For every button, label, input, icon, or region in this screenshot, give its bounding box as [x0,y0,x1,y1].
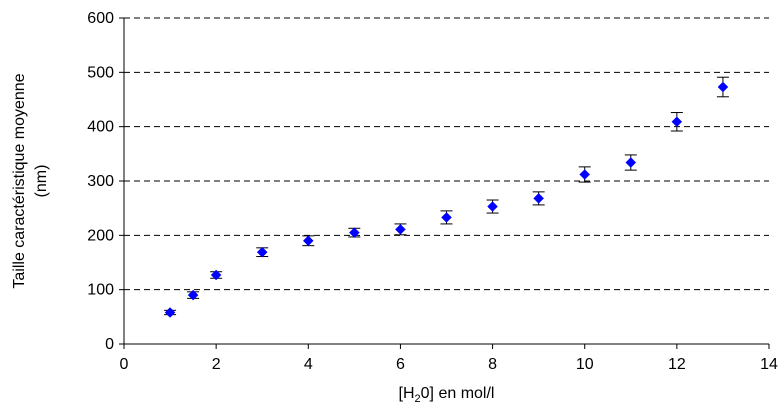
data-point [440,210,453,225]
x-axis-title: [H20] en mol/l [399,385,495,405]
data-points [164,76,729,318]
diamond-marker [579,169,591,180]
diamond-marker [349,227,360,238]
y-tick-label-400: 400 [87,119,114,136]
diamond-marker [625,157,637,168]
gridlines [124,17,769,291]
data-point [716,76,729,98]
diamond-marker [533,193,544,204]
y-tick-label-200: 200 [87,227,114,244]
x-tick-label-10: 10 [576,356,594,373]
axes [119,17,770,349]
diamond-marker [256,246,268,258]
x-tick-label-4: 4 [304,356,313,373]
data-point [302,235,315,247]
diamond-marker [302,235,314,247]
x-tick-label-12: 12 [668,356,686,373]
diamond-marker [671,116,683,128]
y-tick-label-100: 100 [87,282,114,299]
data-point [210,269,223,281]
diamond-marker [717,81,729,93]
data-point [578,166,591,183]
diamond-marker [441,212,452,223]
data-point [164,307,177,318]
diamond-marker [164,307,176,318]
data-point [624,154,637,171]
x-tick-label-8: 8 [488,356,497,373]
x-tick-label-2: 2 [212,356,221,373]
x-tick-labels: 0 2 4 6 8 10 12 14 [120,356,778,373]
data-point [486,199,499,214]
x-axis-title-suffix: 0] en mol/l [421,385,495,402]
diamond-marker [487,201,498,212]
data-point [532,191,545,206]
data-point [670,112,683,132]
y-tick-label-0: 0 [105,336,114,353]
data-point [256,246,269,258]
y-tick-labels: 0 100 200 300 400 500 600 [87,10,114,353]
y-tick-label-500: 500 [87,64,114,81]
y-tick-label-600: 600 [87,10,114,27]
diamond-marker [187,289,199,301]
x-tick-label-6: 6 [396,356,405,373]
y-axis-title-line-2: (nm) [33,165,50,198]
data-point [348,227,361,238]
x-axis-title-prefix: [H [399,385,415,402]
x-tick-label-14: 14 [760,356,778,373]
diamond-marker [210,269,222,281]
y-axis-title-line-1: Taille caractéristique moyenne [11,73,28,288]
data-point [394,223,407,236]
diamond-marker [395,224,406,235]
y-tick-label-300: 300 [87,173,114,190]
x-axis-title-subscript: 2 [415,393,421,405]
x-tick-label-0: 0 [120,356,129,373]
data-point [187,289,200,301]
